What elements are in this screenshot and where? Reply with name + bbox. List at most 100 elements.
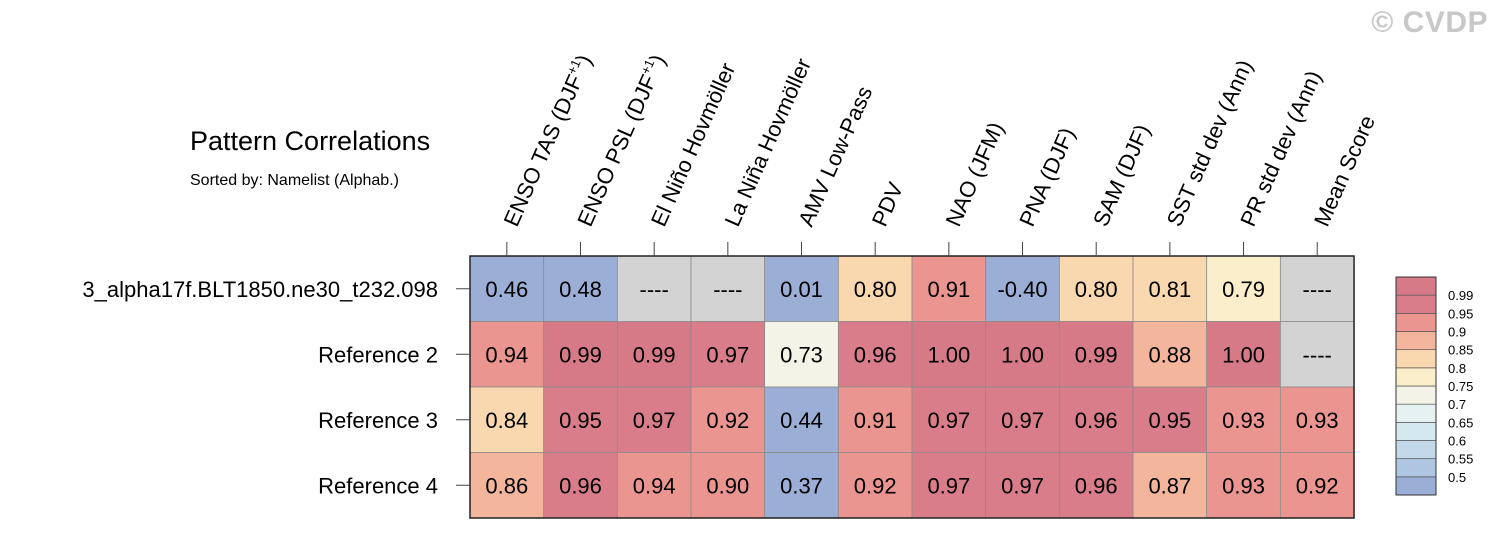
heatmap-cell — [616, 452, 692, 519]
column-label: SAM (DJF) — [1088, 121, 1155, 231]
colorbar-label: 0.85 — [1448, 343, 1473, 358]
column-label: PDV — [867, 178, 908, 230]
colorbar-label: 0.7 — [1448, 397, 1466, 412]
chart-title: Pattern Correlations — [190, 126, 431, 156]
cell-value-label: 0.92 — [1296, 473, 1339, 498]
cell-value-label: 0.99 — [559, 342, 602, 367]
cell-value-label: 0.87 — [1148, 473, 1191, 498]
row-label: Reference 2 — [318, 342, 438, 367]
colorbar-frame — [1395, 276, 1437, 496]
cell-value-label: 0.81 — [1148, 277, 1191, 302]
heatmap-cell — [1058, 452, 1134, 519]
cell-value-label: 0.97 — [927, 408, 970, 433]
colorbar-label: 0.5 — [1448, 470, 1466, 485]
cell-value-label: 0.79 — [1222, 277, 1265, 302]
cell-value-label: 0.44 — [780, 408, 823, 433]
colorbar-label: 0.8 — [1448, 361, 1466, 376]
cell-value-label: -0.40 — [997, 277, 1047, 302]
colorbar-label: 0.75 — [1448, 379, 1473, 394]
heatmap-cell — [911, 386, 987, 453]
heatmap-cell — [1206, 255, 1281, 322]
heatmap-frame — [469, 255, 1355, 519]
cell-value-label: 0.92 — [854, 473, 897, 498]
heatmap-cell — [1132, 386, 1208, 453]
watermark: © CVDP — [1371, 6, 1488, 39]
cell-value-label: ---- — [640, 277, 669, 302]
column-label: Mean Score — [1309, 111, 1380, 230]
cell-value-label: 0.48 — [559, 277, 602, 302]
cell-value-label: 0.93 — [1222, 473, 1265, 498]
row-label: Reference 3 — [318, 408, 438, 433]
colorbar-label: 0.55 — [1448, 452, 1473, 467]
colorbar-box — [1395, 276, 1437, 296]
cell-value-label: ---- — [1303, 342, 1332, 367]
cell-value-label: 0.88 — [1148, 342, 1191, 367]
cell-value-label: 0.01 — [780, 277, 823, 302]
colorbar-box — [1395, 440, 1437, 460]
cell-value-label: 0.91 — [854, 408, 897, 433]
colorbar-label: 0.99 — [1448, 288, 1473, 303]
heatmap-cell — [1279, 255, 1355, 322]
colorbar-label: 0.95 — [1448, 306, 1473, 321]
cell-value-label: 0.93 — [1296, 408, 1339, 433]
cell-value-label: 0.84 — [485, 408, 528, 433]
cell-value-label: 0.94 — [485, 342, 528, 367]
heatmap-cell — [616, 255, 692, 322]
cell-value-label: 0.97 — [633, 408, 676, 433]
cell-value-label: 0.94 — [633, 473, 676, 498]
cell-value-label: 0.73 — [780, 342, 823, 367]
cell-value-label: 0.96 — [1075, 473, 1118, 498]
cell-value-label: ---- — [713, 277, 742, 302]
heatmap-cell — [1058, 255, 1134, 322]
heatmap-cell — [985, 255, 1060, 322]
colorbar-box — [1395, 331, 1437, 351]
cell-value-label: 0.96 — [559, 473, 602, 498]
cell-value-label: ---- — [1303, 277, 1332, 302]
cell-value-label: 0.96 — [854, 342, 897, 367]
cell-value-label: 0.95 — [1148, 408, 1191, 433]
heatmap-cell — [690, 452, 766, 519]
colorbar-label: 0.9 — [1448, 325, 1466, 340]
heatmap-cell — [764, 321, 839, 388]
heatmap-cell — [764, 452, 839, 519]
row-label: 3_alpha17f.BLT1850.ne30_t232.098 — [82, 277, 438, 302]
heatmap-cell — [837, 386, 913, 453]
cell-value-label: 1.00 — [1222, 342, 1265, 367]
heatmap-cell — [911, 452, 987, 519]
column-label: PR std dev (Ann) — [1235, 67, 1326, 230]
cell-value-label: 0.97 — [927, 473, 970, 498]
colorbar-box — [1395, 476, 1437, 496]
heatmap-cell — [837, 321, 913, 388]
colorbar-box — [1395, 385, 1437, 405]
heatmap-cell — [1206, 321, 1281, 388]
colorbar-box — [1395, 349, 1437, 369]
heatmap-cell — [1206, 452, 1281, 519]
cell-value-label: 0.91 — [927, 277, 970, 302]
column-label: NAO (JFM) — [941, 118, 1009, 230]
cell-value-label: 0.93 — [1222, 408, 1265, 433]
colorbar-label: 0.6 — [1448, 434, 1466, 449]
cell-value-label: 0.96 — [1075, 408, 1118, 433]
colorbar-box — [1395, 403, 1437, 423]
colorbar-box — [1395, 421, 1437, 441]
cell-value-label: 1.00 — [1001, 342, 1044, 367]
heatmap-cell — [1132, 452, 1208, 519]
cell-value-label: 0.99 — [633, 342, 676, 367]
heatmap-cell — [616, 321, 692, 388]
cell-value-label: 0.97 — [1001, 473, 1044, 498]
cell-value-label: 0.99 — [1075, 342, 1118, 367]
cell-value-label: 0.86 — [485, 473, 528, 498]
colorbar-box — [1395, 312, 1437, 332]
cell-value-label: 0.97 — [1001, 408, 1044, 433]
heatmap-cell — [469, 321, 545, 388]
heatmap-cell — [690, 386, 766, 453]
colorbar-box — [1395, 367, 1437, 387]
colorbar-box — [1395, 294, 1437, 314]
heatmap-cell — [616, 386, 692, 453]
heatmap-cell — [469, 386, 545, 453]
cell-value-label: 0.80 — [854, 277, 897, 302]
heatmap-cell — [1058, 321, 1134, 388]
column-label: AMV Low-Pass — [793, 82, 877, 230]
cell-value-label: 1.00 — [927, 342, 970, 367]
